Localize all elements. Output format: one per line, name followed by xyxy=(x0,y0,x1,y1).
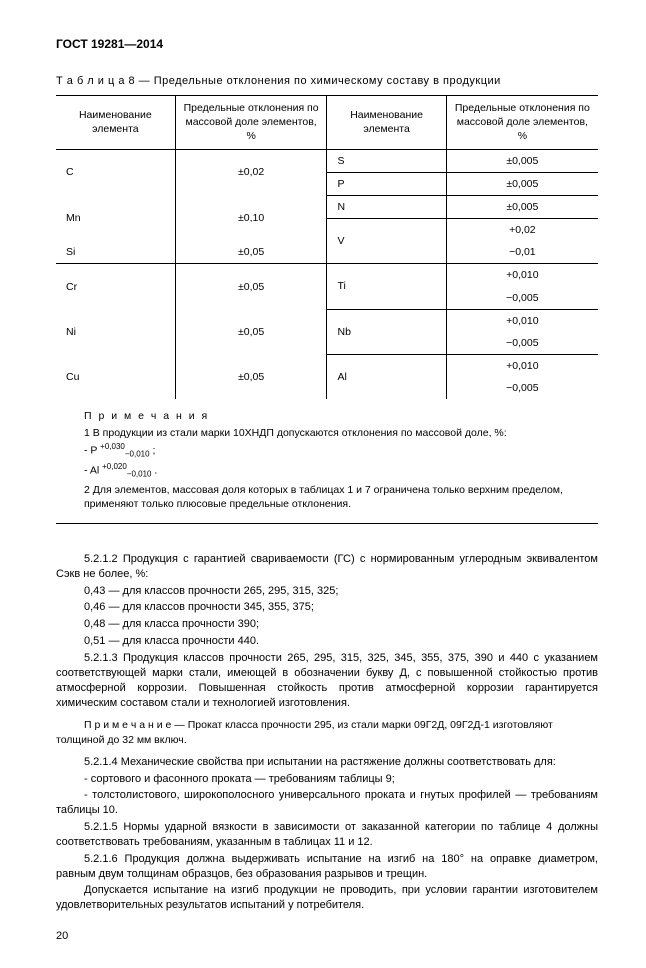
table-cell: S xyxy=(327,149,446,172)
table-cell: Al xyxy=(327,355,446,400)
table-cell: −0,005 xyxy=(446,377,598,399)
table-cell: V xyxy=(327,219,446,264)
table-cell: +0,010 xyxy=(446,309,598,332)
body-text-2: 5.2.1.4 Механические свойства при испыта… xyxy=(56,755,598,913)
table-cell: ±0,005 xyxy=(446,149,598,172)
th-element-2: Наименование элемента xyxy=(327,96,446,150)
paragraph: 0,46 — для классов прочности 345, 355, 3… xyxy=(56,600,598,615)
paragraph: Допускается испытание на изгиб продукции… xyxy=(56,883,598,913)
paragraph: 0,43 — для классов прочности 265, 295, 3… xyxy=(56,584,598,599)
paragraph: 5.2.1.5 Нормы ударной вязкости в зависим… xyxy=(56,820,598,850)
table-cell: ±0,005 xyxy=(446,195,598,218)
table-cell: +0,010 xyxy=(446,264,598,287)
table-cell: ±0,05 xyxy=(175,241,327,264)
table-cell: Nb xyxy=(327,309,446,354)
table-cell: ±0,02 xyxy=(175,149,327,195)
table-cell: +0,010 xyxy=(446,355,598,378)
table-cell: ±0,05 xyxy=(175,309,327,354)
paragraph: 5.2.1.2 Продукция с гарантией свариваемо… xyxy=(56,552,598,582)
page-number: 20 xyxy=(56,929,598,944)
table-cell: Cu xyxy=(56,355,175,400)
inline-note: П р и м е ч а н и е — Прокат класса проч… xyxy=(56,718,598,746)
table-cell: Ti xyxy=(327,264,446,309)
body-text: 5.2.1.2 Продукция с гарантией свариваемо… xyxy=(56,552,598,710)
table-cell: Mn xyxy=(56,195,175,241)
paragraph: 0,51 — для класса прочности 440. xyxy=(56,634,598,649)
paragraph: 0,48 — для класса прочности 390; xyxy=(56,617,598,632)
table-cell: N xyxy=(327,195,446,218)
table-cell: Cr xyxy=(56,264,175,309)
table-cell: +0,02 xyxy=(446,219,598,242)
table-cell: Ni xyxy=(56,309,175,354)
table-cell: −0,005 xyxy=(446,332,598,355)
table-cell: −0,01 xyxy=(446,241,598,264)
table-cell: ±0,05 xyxy=(175,355,327,400)
table-cell: P xyxy=(327,172,446,195)
table-cell: Si xyxy=(56,241,175,264)
paragraph: 5.2.1.3 Продукция классов прочности 265,… xyxy=(56,651,598,710)
table-cell: ±0,05 xyxy=(175,264,327,309)
th-dev-2: Предельные отклонения по массовой доле э… xyxy=(446,96,598,150)
paragraph: 5.2.1.6 Продукция должна выдерживать исп… xyxy=(56,852,598,882)
table-cell: C xyxy=(56,149,175,195)
th-dev-1: Предельные отклонения по массовой доле э… xyxy=(175,96,327,150)
th-element-1: Наименование элемента xyxy=(56,96,175,150)
table-cell: −0,005 xyxy=(446,287,598,310)
table-caption: Т а б л и ц а 8 — Предельные отклонения … xyxy=(56,74,598,89)
table-notes: П р и м е ч а н и я 1 В продукции из ста… xyxy=(56,399,598,523)
doc-header: ГОСТ 19281—2014 xyxy=(56,36,598,52)
paragraph: - толстолистового, широкополосного униве… xyxy=(56,788,598,818)
table-cell: ±0,005 xyxy=(446,172,598,195)
table-cell: ±0,10 xyxy=(175,195,327,241)
paragraph: - сортового и фасонного проката — требов… xyxy=(56,772,598,787)
paragraph: 5.2.1.4 Механические свойства при испыта… xyxy=(56,755,598,770)
deviation-table: Наименование элемента Предельные отклоне… xyxy=(56,95,598,524)
